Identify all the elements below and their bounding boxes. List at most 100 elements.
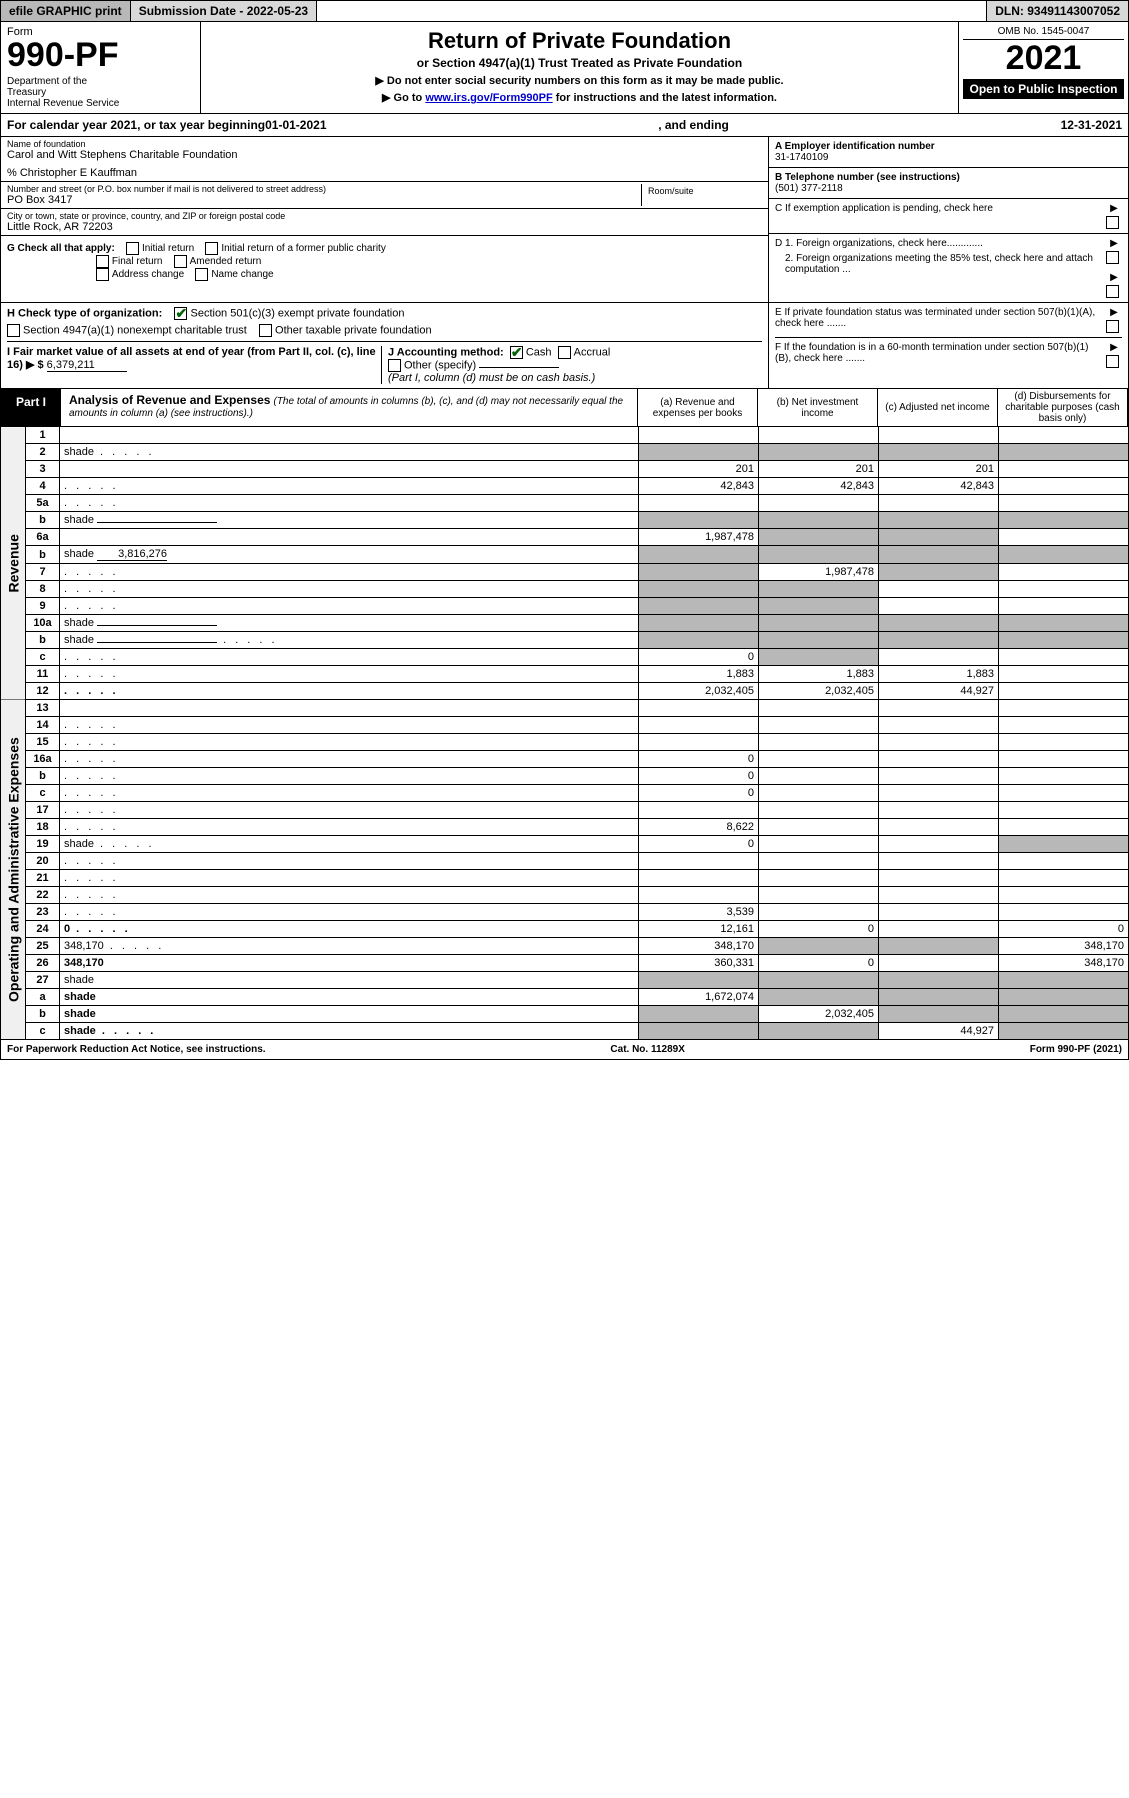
table-row: 18 . . . . .8,622 — [1, 819, 1129, 836]
tax-year: 2021 — [963, 40, 1124, 77]
g-opt-5: Name change — [211, 269, 273, 280]
addr-label: Number and street (or P.O. box number if… — [7, 184, 641, 194]
cb-address-change[interactable] — [96, 268, 109, 281]
j-cash: Cash — [526, 346, 552, 358]
ein-label: A Employer identification number — [775, 141, 935, 152]
table-row: 10ashade — [1, 615, 1129, 632]
table-row: c . . . . .0 — [1, 785, 1129, 802]
dept-treasury: Department of theTreasuryInternal Revenu… — [7, 76, 194, 109]
cb-d2[interactable] — [1106, 285, 1119, 298]
c-row: C If exemption application is pending, c… — [769, 199, 1128, 234]
footer-mid: Cat. No. 11289X — [610, 1044, 684, 1055]
hij-section: H Check type of organization: Section 50… — [0, 303, 1129, 389]
table-row: Operating and Administrative Expenses13 — [1, 700, 1129, 717]
part1-title: Analysis of Revenue and Expenses — [69, 393, 270, 407]
address-cell: Number and street (or P.O. box number if… — [1, 182, 768, 209]
city-cell: City or town, state or province, country… — [1, 209, 768, 236]
hij-left: H Check type of organization: Section 50… — [1, 303, 768, 388]
j-accrual: Accrual — [574, 346, 611, 358]
cb-e[interactable] — [1106, 320, 1119, 333]
irs-link[interactable]: www.irs.gov/Form990PF — [425, 92, 552, 104]
table-row: 27shade — [1, 972, 1129, 989]
cb-h1[interactable] — [174, 307, 187, 320]
cb-h3[interactable] — [259, 324, 272, 337]
phone-label: B Telephone number (see instructions) — [775, 172, 960, 183]
g-opt-0: Initial return — [142, 243, 194, 254]
footer-right: Form 990-PF (2021) — [1030, 1044, 1122, 1055]
phone-cell: B Telephone number (see instructions) (5… — [769, 168, 1128, 199]
table-row: 21 . . . . . — [1, 870, 1129, 887]
j-label: J Accounting method: — [388, 346, 504, 358]
info-left: Name of foundation Carol and Witt Stephe… — [1, 137, 768, 302]
cb-name-change[interactable] — [195, 268, 208, 281]
header-mid: Return of Private Foundation or Section … — [201, 22, 958, 113]
part1-table: Revenue12shade . . . . .32012012014 . . … — [0, 427, 1129, 1040]
city: Little Rock, AR 72203 — [7, 221, 762, 233]
table-row: 23 . . . . .3,539 — [1, 904, 1129, 921]
part1-label: Part I — [1, 389, 61, 426]
cb-j-cash[interactable] — [510, 346, 523, 359]
cb-j-accrual[interactable] — [558, 346, 571, 359]
form-subtitle3: ▶ Go to www.irs.gov/Form990PF for instru… — [209, 91, 950, 104]
table-row: 14 . . . . . — [1, 717, 1129, 734]
table-row: 8 . . . . . — [1, 581, 1129, 598]
g-opt-3: Amended return — [190, 256, 262, 267]
j-other: Other (specify) — [404, 359, 476, 371]
table-row: 240 . . . . .12,16100 — [1, 921, 1129, 938]
table-row: 19shade . . . . .0 — [1, 836, 1129, 853]
table-row: 3201201201 — [1, 461, 1129, 478]
table-row: 11 . . . . .1,8831,8831,883 — [1, 666, 1129, 683]
dln-label: DLN: 93491143007052 — [986, 1, 1128, 21]
col-headers: (a) Revenue and expenses per books (b) N… — [637, 389, 1128, 426]
table-row: 7 . . . . .1,987,478 — [1, 564, 1129, 581]
table-row: 17 . . . . . — [1, 802, 1129, 819]
header-left: Form 990-PF Department of theTreasuryInt… — [1, 22, 201, 113]
g-opt-1: Initial return of a former public charit… — [221, 243, 386, 254]
f-text: F If the foundation is in a 60-month ter… — [775, 342, 1100, 368]
arrow-icon: ▶ — [1110, 307, 1118, 318]
table-row: c . . . . .0 — [1, 649, 1129, 666]
cb-c[interactable] — [1106, 216, 1119, 229]
arrow-icon: ▶ — [1110, 342, 1118, 353]
table-row: bshade2,032,405 — [1, 1006, 1129, 1023]
c-text: C If exemption application is pending, c… — [775, 203, 1100, 214]
e-text: E If private foundation status was termi… — [775, 307, 1100, 333]
cb-amended[interactable] — [174, 255, 187, 268]
sub3-suffix: for instructions and the latest informat… — [553, 92, 777, 104]
calyear-begin: 01-01-2021 — [265, 118, 326, 132]
g-opt-2: Final return — [112, 256, 163, 267]
table-row: 25348,170 . . . . .348,170348,170 — [1, 938, 1129, 955]
j-note: (Part I, column (d) must be on cash basi… — [388, 372, 595, 384]
foundation-name: Carol and Witt Stephens Charitable Found… — [7, 149, 762, 161]
topbar: efile GRAPHIC print Submission Date - 20… — [0, 0, 1129, 22]
col-b-header: (b) Net investment income — [758, 389, 878, 426]
i-value: 6,379,211 — [47, 359, 127, 372]
room-label: Room/suite — [648, 186, 756, 196]
cb-j-other[interactable] — [388, 359, 401, 372]
form-header: Form 990-PF Department of theTreasuryInt… — [0, 22, 1129, 114]
table-row: bshade — [1, 512, 1129, 529]
table-row: bshade 3,816,276 — [1, 546, 1129, 564]
ein: 31-1740109 — [775, 152, 828, 163]
d1-text: D 1. Foreign organizations, check here..… — [775, 238, 1100, 249]
table-row: 4 . . . . .42,84342,84342,843 — [1, 478, 1129, 495]
table-row: ashade1,672,074 — [1, 989, 1129, 1006]
name-label: Name of foundation — [7, 139, 762, 149]
care-of: % Christopher E Kauffman — [7, 167, 762, 179]
header-right: OMB No. 1545-0047 2021 Open to Public In… — [958, 22, 1128, 113]
cb-f[interactable] — [1106, 355, 1119, 368]
cb-initial-return[interactable] — [126, 242, 139, 255]
cb-d1[interactable] — [1106, 251, 1119, 264]
table-row: 5a . . . . . — [1, 495, 1129, 512]
g-check-cell: G Check all that apply: Initial return I… — [1, 236, 768, 287]
cb-initial-former[interactable] — [205, 242, 218, 255]
cb-final-return[interactable] — [96, 255, 109, 268]
table-row: 26348,170360,3310348,170 — [1, 955, 1129, 972]
part1-desc: Analysis of Revenue and Expenses (The to… — [61, 389, 637, 426]
open-inspection: Open to Public Inspection — [963, 79, 1124, 99]
table-row: Revenue1 — [1, 427, 1129, 444]
ein-cell: A Employer identification number 31-1740… — [769, 137, 1128, 168]
cb-h2[interactable] — [7, 324, 20, 337]
d2-text: 2. Foreign organizations meeting the 85%… — [775, 253, 1100, 275]
omb-number: OMB No. 1545-0047 — [963, 24, 1124, 40]
